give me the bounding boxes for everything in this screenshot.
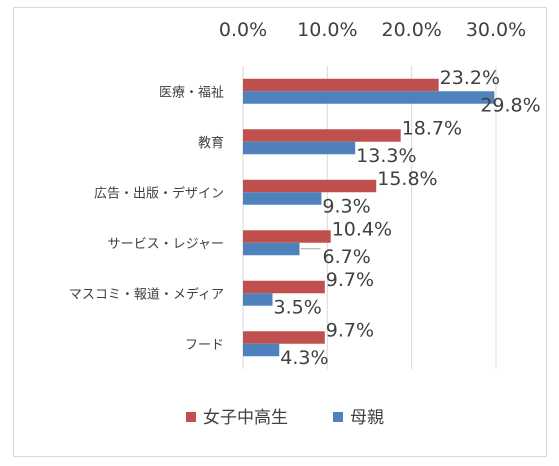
legend-swatch-series-1 [186, 412, 196, 422]
gridlines [242, 66, 497, 369]
category-label: 広告・出版・デザイン [94, 185, 224, 201]
category-label: マスコミ・報道・メディア [69, 286, 224, 302]
data-label-series-1: 9.7% [326, 269, 374, 291]
bars [243, 78, 495, 357]
legend-label-series-2: 母親 [350, 408, 384, 428]
x-axis-tick-labels: 0.0% 10.0% 20.0% 30.0% [219, 19, 526, 41]
bar-series-2 [243, 343, 280, 357]
legend-swatch-series-2 [333, 412, 343, 422]
x-tick-label: 10.0% [297, 19, 357, 41]
data-label-series-1: 15.8% [377, 168, 437, 190]
bar-series-1 [243, 129, 401, 142]
category-label: フード [185, 338, 224, 353]
data-label-series-2: 4.3% [280, 347, 328, 369]
bar-series-1 [243, 331, 325, 344]
x-tick-label: 30.0% [466, 19, 526, 41]
data-label-series-2: 6.7% [323, 246, 371, 268]
bar-series-2 [243, 141, 356, 155]
data-label-series-2: 13.3% [356, 145, 416, 167]
data-label-series-1: 23.2% [440, 67, 500, 89]
legend: 女子中高生 母親 [186, 408, 384, 428]
data-label-series-2: 3.5% [274, 296, 322, 318]
legend-label-series-1: 女子中高生 [203, 408, 288, 428]
category-label: 医療・福祉 [159, 85, 224, 100]
data-label-series-2: 9.3% [322, 195, 370, 217]
data-label-series-1: 18.7% [402, 117, 462, 139]
bar-series-2 [243, 192, 322, 205]
category-label: 教育 [198, 135, 224, 151]
bar-series-1 [243, 280, 325, 294]
data-label-series-1: 10.4% [332, 218, 392, 240]
bar-series-1 [243, 179, 377, 193]
data-label-series-2: 29.8% [480, 94, 540, 116]
data-label-series-1: 9.7% [326, 319, 374, 341]
bar-series-1 [243, 230, 331, 243]
bar-series-1 [243, 78, 439, 92]
category-labels: 医療・福祉教育広告・出版・デザインサービス・レジャーマスコミ・報道・メディアフー… [69, 85, 224, 353]
data-labels: 23.2%29.8%18.7%13.3%15.8%9.3%10.4%6.7%9.… [274, 67, 541, 369]
x-tick-label: 20.0% [381, 19, 441, 41]
x-tick-label: 0.0% [219, 19, 267, 41]
category-label: サービス・レジャー [108, 237, 224, 252]
bar-series-2 [243, 242, 300, 256]
bar-series-2 [243, 293, 273, 306]
bar-series-2 [243, 91, 495, 104]
